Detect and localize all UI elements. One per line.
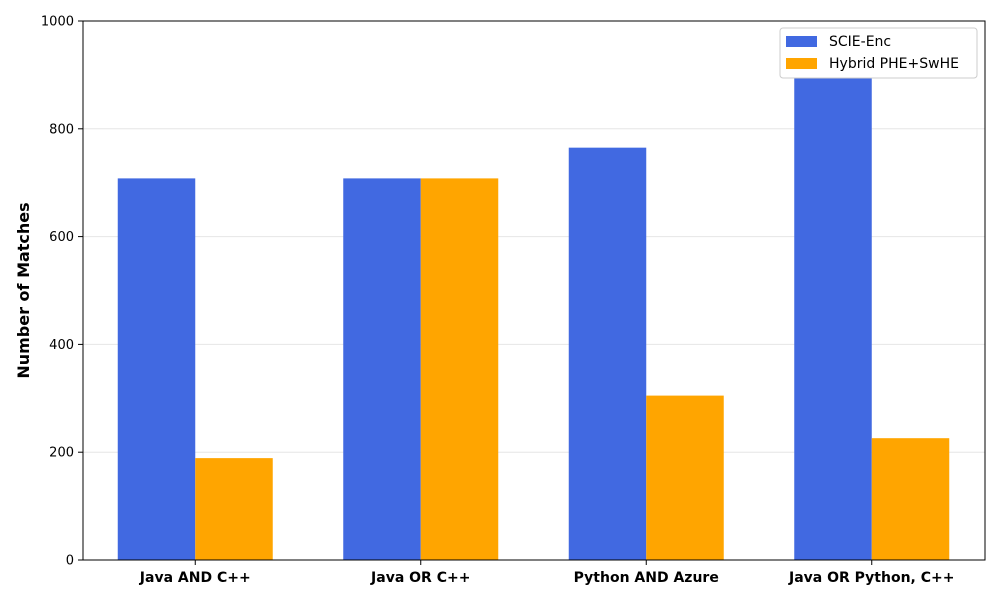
legend-swatch xyxy=(786,58,817,69)
legend: SCIE-Enc Hybrid PHE+SwHE xyxy=(779,27,978,79)
bar-hybrid-phe-swhe-2 xyxy=(646,395,724,560)
bar-hybrid-phe-swhe-3 xyxy=(871,438,950,560)
legend-swatch xyxy=(786,36,817,47)
bar-scie-enc-1 xyxy=(343,178,421,560)
bar-scie-enc-0 xyxy=(117,178,196,560)
x-tick-label: Python AND Azure xyxy=(574,570,719,586)
bar-hybrid-phe-swhe-0 xyxy=(195,458,273,560)
bar-scie-enc-2 xyxy=(568,147,647,561)
bar-hybrid-phe-swhe-1 xyxy=(420,178,499,560)
y-tick-label: 400 xyxy=(49,338,74,353)
x-tick-label: Java OR C++ xyxy=(370,570,470,586)
x-tick-label: Java OR Python, C++ xyxy=(788,570,954,586)
legend-box xyxy=(779,27,978,79)
y-axis: 0 200 400 600 800 1000 xyxy=(41,15,83,569)
plot-frame xyxy=(82,20,986,561)
y-tick-label: 800 xyxy=(49,122,74,137)
bar-scie-enc-3 xyxy=(794,77,872,560)
y-axis-title: Number of Matches xyxy=(14,202,33,378)
y-tick-label: 1000 xyxy=(41,15,74,30)
x-tick-label: Java AND C++ xyxy=(139,570,251,586)
legend-label: SCIE-Enc xyxy=(829,34,891,50)
y-tick-label: 200 xyxy=(49,446,74,461)
bars xyxy=(117,77,950,561)
y-tick-label: 600 xyxy=(49,230,74,245)
y-tick-label: 0 xyxy=(66,554,74,569)
legend-label: Hybrid PHE+SwHE xyxy=(829,56,959,72)
x-axis: Java AND C++ Java OR C++ Python AND Azure J… xyxy=(139,560,954,586)
